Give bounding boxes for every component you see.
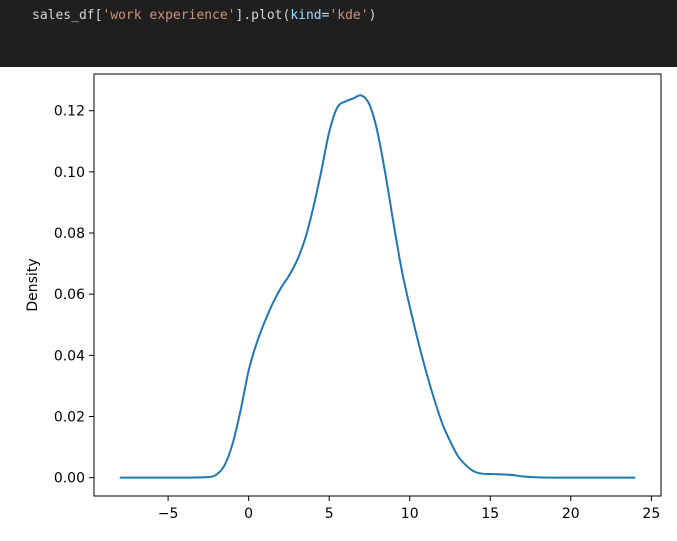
code-suffix: ) (368, 8, 377, 23)
code-kwarg: kind (290, 8, 322, 23)
code-column-string: 'work experience' (102, 8, 236, 23)
x-tick-label: 15 (481, 506, 499, 522)
y-tick-label: 0.04 (54, 348, 85, 364)
code-kind-string: 'kde' (329, 8, 369, 23)
y-tick-label: 0.02 (54, 409, 85, 425)
y-tick-label: 0.06 (54, 287, 85, 303)
x-tick-label: −5 (158, 506, 179, 522)
kde-line-series-0 (119, 94, 636, 479)
y-axis-label: Density (25, 258, 41, 311)
code-middle: ].plot( (235, 8, 291, 23)
y-tick-label: 0.12 (54, 104, 85, 120)
code-prefix: sales_df[ (32, 8, 103, 23)
y-tick-label: 0.08 (54, 226, 85, 242)
axes-frame (93, 73, 662, 497)
x-tick-label: 10 (401, 506, 419, 522)
y-tick-label: 0.10 (54, 165, 85, 181)
y-tick-label: 0.00 (54, 471, 85, 487)
chart-output: −5 0 5 10 15 20 25 0.00 0.02 0.04 0.06 0.08 0.10 0.1… (0, 67, 677, 537)
code-equals: = (321, 8, 330, 23)
code-line[interactable]: sales_df['work experience'].plot(kind='k… (32, 8, 376, 23)
x-tick-label: 25 (642, 506, 660, 522)
x-tick-label: 5 (325, 506, 334, 522)
kde-chart: −5 0 5 10 15 20 25 0.00 0.02 0.04 0.06 0.08 0.10 0.1… (25, 73, 662, 522)
code-cell[interactable]: sales_df['work experience'].plot(kind='k… (0, 0, 677, 67)
x-tick-label: 0 (244, 506, 253, 522)
x-tick-label: 20 (562, 506, 580, 522)
